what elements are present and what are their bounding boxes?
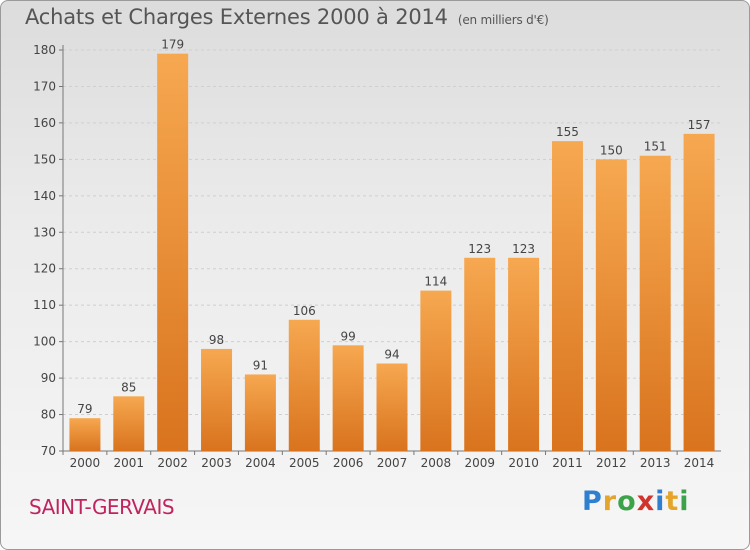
- logo-letter: P: [582, 486, 603, 517]
- bar: [288, 319, 320, 451]
- x-tick-label: 2010: [508, 456, 539, 470]
- data-label: 79: [77, 402, 92, 416]
- y-tick-label: 110: [33, 298, 56, 312]
- bar: [69, 418, 101, 451]
- bar: [332, 345, 364, 451]
- data-label: 157: [688, 118, 711, 132]
- x-tick-label: 2014: [684, 456, 715, 470]
- x-tick-label: 2007: [377, 456, 408, 470]
- bar: [508, 257, 540, 451]
- y-tick-label: 100: [33, 335, 56, 349]
- bar: [113, 396, 145, 451]
- place-name: SAINT-GERVAIS: [29, 495, 175, 519]
- logo-letter: i: [655, 486, 666, 517]
- bar: [376, 363, 408, 451]
- data-label: 123: [468, 242, 491, 256]
- bar: [551, 141, 583, 452]
- y-tick-label: 150: [33, 152, 56, 166]
- x-tick-label: 2006: [333, 456, 364, 470]
- logo-letter: i: [679, 486, 690, 517]
- proxiti-logo: Proxiti: [582, 486, 690, 517]
- data-label: 114: [424, 275, 447, 289]
- y-tick-label: 180: [33, 43, 56, 57]
- x-tick-label: 2002: [157, 456, 188, 470]
- data-label: 99: [340, 329, 355, 343]
- x-tick-label: 2003: [201, 456, 232, 470]
- y-tick-label: 140: [33, 189, 56, 203]
- data-label: 106: [293, 304, 316, 318]
- bar: [244, 374, 276, 451]
- y-tick-label: 90: [41, 371, 56, 385]
- data-label: 155: [556, 125, 579, 139]
- y-tick-label: 170: [33, 79, 56, 93]
- logo-letter: o: [617, 486, 637, 517]
- x-tick-label: 2004: [245, 456, 276, 470]
- chart-subtitle: (en milliers d'€): [457, 13, 549, 27]
- data-label: 98: [209, 333, 224, 347]
- logo-letter: r: [602, 486, 618, 517]
- data-label: 150: [600, 143, 623, 157]
- x-tick-label: 2001: [114, 456, 145, 470]
- bar: [464, 257, 496, 451]
- x-tick-label: 2011: [552, 456, 583, 470]
- y-tick-label: 120: [33, 262, 56, 276]
- data-label: 123: [512, 242, 535, 256]
- bar: [639, 155, 671, 451]
- x-tick-label: 2009: [464, 456, 495, 470]
- x-tick-label: 2005: [289, 456, 320, 470]
- y-tick-label: 70: [41, 444, 56, 458]
- x-tick-label: 2000: [70, 456, 101, 470]
- x-tick-label: 2013: [640, 456, 671, 470]
- data-label: 91: [253, 358, 268, 372]
- bar: [201, 348, 233, 451]
- data-label: 85: [121, 380, 136, 394]
- y-tick-label: 130: [33, 225, 56, 239]
- x-tick-label: 2008: [421, 456, 452, 470]
- bar: [683, 133, 715, 451]
- y-tick-label: 160: [33, 116, 56, 130]
- x-tick-label: 2012: [596, 456, 627, 470]
- bar: [420, 290, 452, 451]
- data-label: 94: [384, 348, 399, 362]
- bar: [157, 53, 189, 452]
- data-label: 151: [644, 140, 667, 154]
- bar: [595, 159, 627, 451]
- chart-title: Achats et Charges Externes 2000 à 2014 (e…: [25, 5, 549, 29]
- logo-letter: x: [636, 486, 656, 517]
- data-label: 179: [161, 38, 184, 52]
- logo-letter: t: [665, 486, 680, 517]
- y-tick-label: 80: [41, 408, 56, 422]
- title-text: Achats et Charges Externes 2000 à 2014: [25, 5, 448, 29]
